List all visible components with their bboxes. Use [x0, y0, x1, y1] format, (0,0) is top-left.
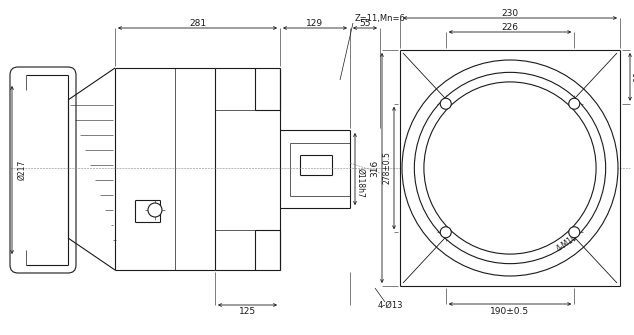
Text: 4-M10: 4-M10: [555, 232, 579, 254]
Text: 278±0.5: 278±0.5: [382, 151, 392, 185]
Text: 316: 316: [370, 159, 380, 177]
FancyBboxPatch shape: [10, 67, 76, 273]
Circle shape: [440, 98, 451, 109]
Circle shape: [402, 60, 618, 276]
Text: 190±0.5: 190±0.5: [491, 307, 529, 316]
Text: 226: 226: [501, 22, 519, 31]
Circle shape: [415, 72, 605, 264]
Circle shape: [424, 82, 596, 254]
Text: 55: 55: [359, 18, 371, 27]
Text: 129: 129: [306, 18, 323, 27]
Text: Z=11,Mn=6: Z=11,Mn=6: [355, 13, 406, 22]
Text: Ø118h7: Ø118h7: [356, 168, 365, 198]
Circle shape: [440, 227, 451, 238]
Text: 4-Ø13: 4-Ø13: [377, 300, 403, 310]
Text: 230: 230: [501, 8, 519, 17]
Text: 281: 281: [189, 18, 206, 27]
Circle shape: [569, 227, 579, 238]
Text: Ø200: Ø200: [551, 131, 573, 150]
Text: Ø180H8: Ø180H8: [547, 180, 578, 205]
Text: 125: 125: [239, 308, 256, 317]
Circle shape: [148, 203, 162, 217]
Text: Ø217: Ø217: [18, 160, 27, 180]
Circle shape: [569, 98, 579, 109]
